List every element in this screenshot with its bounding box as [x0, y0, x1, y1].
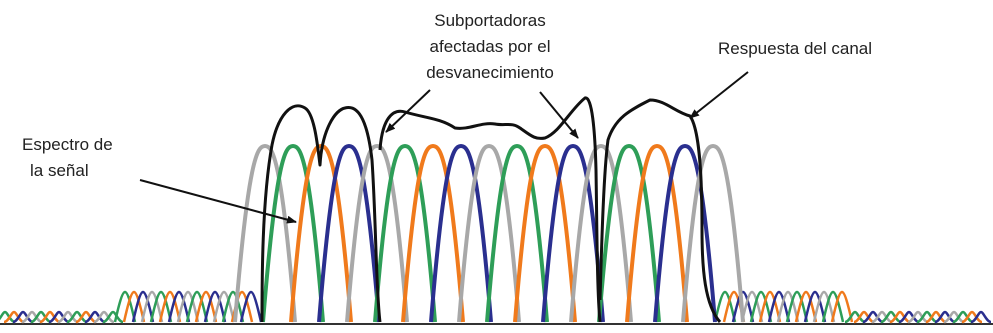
subcarrier-lobe	[681, 143, 745, 323]
side-lobe	[75, 310, 97, 324]
side-lobe	[812, 290, 836, 323]
side-lobe	[149, 290, 173, 323]
side-lobe	[853, 310, 875, 324]
subcarrier-lobe	[625, 143, 689, 323]
side-lobe	[140, 290, 164, 323]
side-lobe	[113, 290, 137, 323]
side-lobe	[239, 290, 263, 323]
subcarrier-lobe	[457, 143, 521, 323]
side-lobe	[916, 310, 938, 324]
side-lobe	[943, 310, 965, 324]
side-lobe	[758, 290, 782, 323]
side-lobe	[39, 310, 61, 324]
side-lobe	[907, 310, 929, 324]
side-lobe	[821, 290, 845, 323]
side-lobe	[794, 290, 818, 323]
side-lobe	[767, 290, 791, 323]
side-lobe	[934, 310, 956, 324]
out-of-band-lobes	[0, 290, 992, 324]
side-lobe	[93, 310, 115, 324]
side-lobe	[221, 290, 245, 323]
subcarrier-lobe	[597, 143, 661, 323]
side-lobe	[830, 290, 854, 323]
side-lobe	[167, 290, 191, 323]
side-lobe	[844, 310, 866, 324]
subcarrier-lobe	[569, 143, 633, 323]
subcarrier-lobe	[317, 143, 381, 323]
side-lobe	[212, 290, 236, 323]
side-lobe	[102, 310, 124, 324]
side-lobe	[12, 310, 34, 324]
channel-label: Respuesta del canal	[718, 39, 872, 58]
side-lobe	[158, 290, 182, 323]
side-lobe	[898, 310, 920, 324]
subcarrier-lobe	[261, 143, 325, 323]
spectrum-arrow	[139, 179, 297, 224]
spectrum-label-line1: Espectro de	[22, 135, 113, 154]
side-lobe	[131, 290, 155, 323]
side-lobe	[803, 290, 827, 323]
side-lobe	[176, 290, 200, 323]
subcarrier-spectrum	[233, 143, 745, 323]
subcarrier-lobe	[401, 143, 465, 323]
side-lobe	[862, 310, 884, 324]
subcarrier-lobe	[541, 143, 605, 323]
subcarriers-label-line1: Subportadoras	[434, 11, 546, 30]
subcarriers-label-line3: desvanecimiento	[426, 63, 554, 82]
side-lobe	[3, 310, 25, 324]
subcarrier-lobe	[653, 143, 717, 323]
side-lobe	[785, 290, 809, 323]
subcarriers-label-line2: afectadas por el	[430, 37, 551, 56]
channel-arrow	[689, 71, 749, 119]
side-lobe	[871, 310, 893, 324]
side-lobe	[57, 310, 79, 324]
side-lobe	[961, 310, 983, 324]
subcarrier-lobe	[513, 143, 577, 323]
subcarriers-arrow-left	[385, 89, 431, 133]
side-lobe	[185, 290, 209, 323]
side-lobe	[84, 310, 106, 324]
spectrum-label-line2: la señal	[30, 161, 89, 180]
side-lobe	[889, 310, 911, 324]
subcarrier-lobe	[429, 143, 493, 323]
subcarrier-lobe	[345, 143, 409, 323]
side-lobe	[731, 290, 755, 323]
side-lobe	[203, 290, 227, 323]
side-lobe	[749, 290, 773, 323]
side-lobe	[122, 290, 146, 323]
side-lobe	[952, 310, 974, 324]
side-lobe	[30, 310, 52, 324]
side-lobe	[925, 310, 947, 324]
subcarrier-lobe	[373, 143, 437, 323]
side-lobe	[21, 310, 43, 324]
subcarriers-arrow-right	[539, 91, 579, 139]
subcarrier-lobe	[485, 143, 549, 323]
side-lobe	[713, 290, 737, 323]
side-lobe	[776, 290, 800, 323]
side-lobe	[66, 310, 88, 324]
side-lobe	[880, 310, 902, 324]
side-lobe	[0, 310, 16, 324]
side-lobe	[194, 290, 218, 323]
channel-response-curve	[260, 96, 722, 323]
side-lobe	[970, 310, 992, 324]
side-lobe	[740, 290, 764, 323]
side-lobe	[48, 310, 70, 324]
